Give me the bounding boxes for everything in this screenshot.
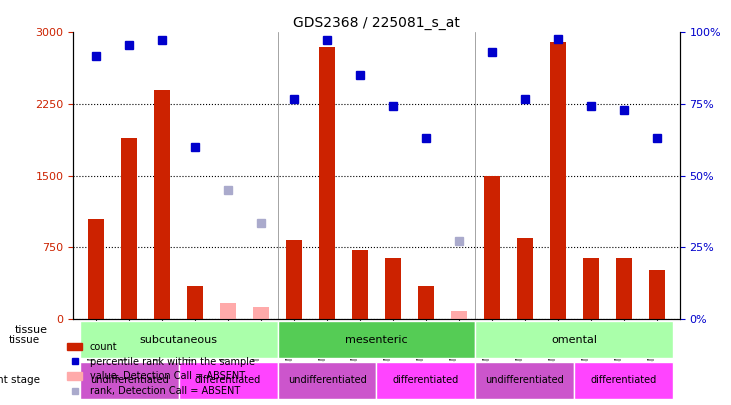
Legend: count, percentile rank within the sample, value, Detection Call = ABSENT, rank, : count, percentile rank within the sample… bbox=[64, 338, 259, 400]
Text: tissue: tissue bbox=[9, 335, 40, 345]
Bar bbox=[352, 250, 368, 319]
Text: undifferentiated: undifferentiated bbox=[90, 375, 169, 386]
Bar bbox=[648, 270, 665, 319]
FancyBboxPatch shape bbox=[575, 362, 673, 399]
Bar bbox=[616, 258, 632, 319]
Bar bbox=[417, 286, 434, 319]
Title: GDS2368 / 225081_s_at: GDS2368 / 225081_s_at bbox=[293, 16, 460, 30]
FancyBboxPatch shape bbox=[376, 362, 475, 399]
Bar bbox=[154, 90, 170, 319]
FancyBboxPatch shape bbox=[475, 362, 575, 399]
FancyBboxPatch shape bbox=[278, 321, 475, 358]
Text: tissue: tissue bbox=[15, 325, 48, 335]
Text: differentiated: differentiated bbox=[591, 375, 657, 386]
FancyBboxPatch shape bbox=[178, 362, 278, 399]
Bar bbox=[550, 42, 566, 319]
Text: differentiated: differentiated bbox=[393, 375, 459, 386]
FancyBboxPatch shape bbox=[475, 321, 673, 358]
Text: undifferentiated: undifferentiated bbox=[287, 375, 366, 386]
Bar bbox=[187, 286, 203, 319]
Bar bbox=[121, 138, 137, 319]
Bar bbox=[450, 311, 467, 319]
Bar bbox=[253, 307, 269, 319]
Text: subcutaneous: subcutaneous bbox=[140, 335, 218, 345]
Bar bbox=[484, 176, 500, 319]
Text: development stage: development stage bbox=[0, 375, 40, 386]
Text: omental: omental bbox=[551, 335, 597, 345]
Text: mesenteric: mesenteric bbox=[345, 335, 408, 345]
Bar bbox=[517, 238, 533, 319]
Bar bbox=[88, 219, 105, 319]
FancyBboxPatch shape bbox=[80, 321, 278, 358]
Bar bbox=[220, 303, 236, 319]
Text: undifferentiated: undifferentiated bbox=[485, 375, 564, 386]
Text: differentiated: differentiated bbox=[195, 375, 261, 386]
Bar bbox=[319, 47, 336, 319]
Bar bbox=[385, 258, 401, 319]
FancyBboxPatch shape bbox=[278, 362, 376, 399]
Bar bbox=[286, 240, 303, 319]
FancyBboxPatch shape bbox=[80, 362, 178, 399]
Bar bbox=[583, 258, 599, 319]
